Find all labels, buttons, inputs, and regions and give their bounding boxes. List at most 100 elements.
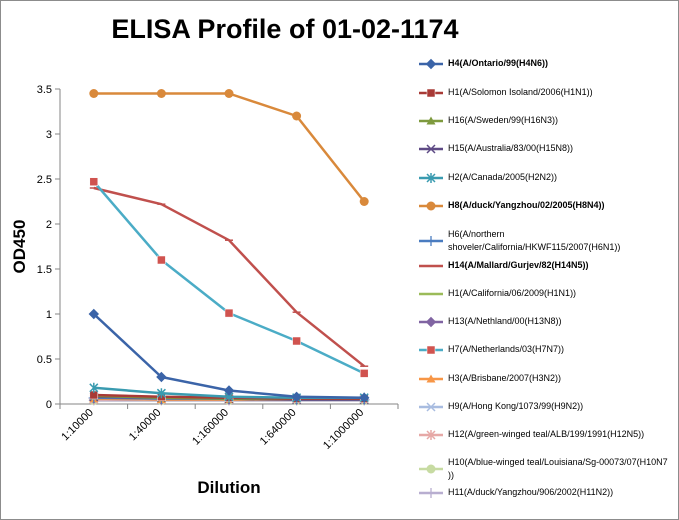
legend-label: H6(A/northern shoveler/California/HKWF11…: [448, 229, 621, 252]
x-tick-label: 1:640000: [258, 407, 299, 448]
legend-swatch: [419, 464, 443, 474]
y-axis-title: OD450: [10, 220, 29, 274]
legend-marker: [426, 430, 436, 440]
legend-swatch: [419, 345, 443, 355]
legend-item: H1(A/California/06/2009(H1N1)): [418, 288, 676, 302]
legend-marker: [425, 316, 437, 328]
data-point: [292, 336, 301, 346]
legend-label: H16(A/Sweden/99(H16N3)): [448, 115, 559, 125]
legend-item: H2(A/Canada/2005(H2N2)): [418, 172, 676, 186]
data-point: [156, 89, 166, 98]
legend-swatch: [419, 316, 443, 328]
legend-swatch: [419, 264, 443, 268]
legend-item: H8(A/duck/Yangzhou/02/2005(H8N4)): [418, 200, 676, 214]
legend-item: H16(A/Sweden/99(H16N3)): [418, 115, 676, 129]
y-tick-label: 3: [46, 129, 52, 141]
y-tick-label: 2.5: [37, 174, 52, 186]
legend-item: H14(A/Mallard/Gurjev/82(H14N5)): [418, 260, 676, 274]
legend-item: H9(A/Hong Kong/1073/99(H9N2)): [418, 401, 676, 415]
legend-item: H11(A/duck/Yangzhou/906/2002(H11N2)): [418, 487, 676, 501]
series-5: [89, 89, 369, 206]
series-line: [92, 180, 365, 375]
legend-label: H1(A/California/06/2009(H1N1)): [448, 288, 577, 298]
legend-label: H3(A/Brisbane/2007(H3N2)): [448, 373, 562, 383]
legend-label: H13(A/Nethland/00(H13N8)): [448, 316, 562, 326]
legend-label: H14(A/Mallard/Gurjev/82(H14N5)): [448, 260, 589, 270]
legend-marker: [426, 173, 436, 183]
legend-marker: [426, 201, 436, 211]
data-point: [291, 391, 302, 403]
data-point: [359, 197, 369, 206]
data-point: [223, 385, 235, 396]
y-tick-label: 2: [46, 219, 52, 231]
legend-marker: [426, 374, 436, 383]
x-tick-label: 1:10000: [59, 407, 96, 444]
data-point: [224, 308, 234, 318]
legend-swatch: [419, 116, 443, 125]
legend-label: H4(A/Ontario/99(H4N6)): [448, 58, 549, 68]
legend-label: H12(A/green-winged teal/ALB/199/1991(H12…: [448, 429, 645, 439]
legend-label: H15(A/Australia/83/00(H15N8)): [448, 143, 574, 153]
legend-label: H1(A/Solomon Isoland/2006(H1N1)): [448, 87, 593, 97]
series-line: [93, 186, 365, 368]
legend-item: H15(A/Australia/83/00(H15N8)): [418, 143, 676, 157]
x-axis-title: Dilution: [197, 478, 260, 497]
x-tick-label: 1:1000000: [321, 407, 366, 452]
legend-item: H10(A/blue-winged teal/Louisiana/Sg-0007…: [418, 457, 676, 483]
y-tick-label: 3.5: [37, 84, 52, 96]
chart-title: ELISA Profile of 01-02-1174: [111, 14, 459, 44]
series-0: [88, 308, 370, 403]
y-tick-label: 1: [46, 309, 52, 321]
legend-marker: [426, 345, 436, 355]
data-point: [224, 89, 234, 98]
legend-swatch: [419, 236, 443, 246]
legend-label: H11(A/duck/Yangzhou/906/2002(H11N2)): [448, 487, 614, 497]
data-point: [359, 369, 369, 378]
legend-swatch: [419, 292, 443, 296]
legend-marker: [426, 116, 436, 125]
legend-label: H8(A/duck/Yangzhou/02/2005(H8N4)): [448, 200, 605, 210]
legend-label: H9(A/Hong Kong/1073/99(H9N2)): [448, 401, 584, 411]
y-tick-label: 0.5: [37, 354, 52, 366]
data-point: [156, 388, 166, 399]
legend-swatch: [419, 374, 443, 383]
legend-item: H12(A/green-winged teal/ALB/199/1991(H12…: [418, 429, 676, 443]
legend-marker: [426, 464, 436, 474]
series-7: [89, 186, 369, 368]
legend-swatch: [419, 430, 443, 440]
data-point: [292, 111, 302, 121]
legend-marker: [426, 488, 436, 498]
legend-label: H10(A/blue-winged teal/Louisiana/Sg-0007…: [448, 457, 668, 480]
legend-swatch: [419, 488, 443, 498]
legend-item: H13(A/Nethland/00(H13N8)): [418, 316, 676, 330]
legend-swatch: [419, 173, 443, 183]
data-point: [89, 177, 99, 186]
x-tick-label: 1:40000: [127, 407, 164, 444]
data-point: [157, 255, 166, 265]
y-tick-label: 0: [46, 399, 52, 411]
legend-marker: [425, 58, 437, 70]
legend-item: H3(A/Brisbane/2007(H3N2)): [418, 373, 676, 387]
series-line: [92, 313, 365, 399]
legend-swatch: [419, 58, 443, 70]
legend-item: H1(A/Solomon Isoland/2006(H1N1)): [418, 87, 676, 101]
data-point: [89, 382, 99, 393]
legend-label: H2(A/Canada/2005(H2N2)): [448, 172, 558, 182]
legend-swatch: [419, 402, 443, 412]
legend-marker: [426, 88, 436, 98]
legend-item: H4(A/Ontario/99(H4N6)): [418, 58, 676, 72]
legend-swatch: [419, 88, 443, 98]
legend-swatch: [419, 201, 443, 211]
legend-marker: [426, 402, 436, 412]
series-line: [93, 92, 366, 203]
data-point: [88, 308, 100, 320]
legend-item: H7(A/Netherlands/03(H7N7)): [418, 344, 676, 358]
data-point: [89, 89, 99, 98]
legend-marker: [426, 236, 436, 246]
x-tick-label: 1:160000: [190, 407, 231, 448]
data-point: [156, 371, 167, 383]
legend-swatch: [419, 144, 443, 154]
data-point: [358, 392, 370, 403]
